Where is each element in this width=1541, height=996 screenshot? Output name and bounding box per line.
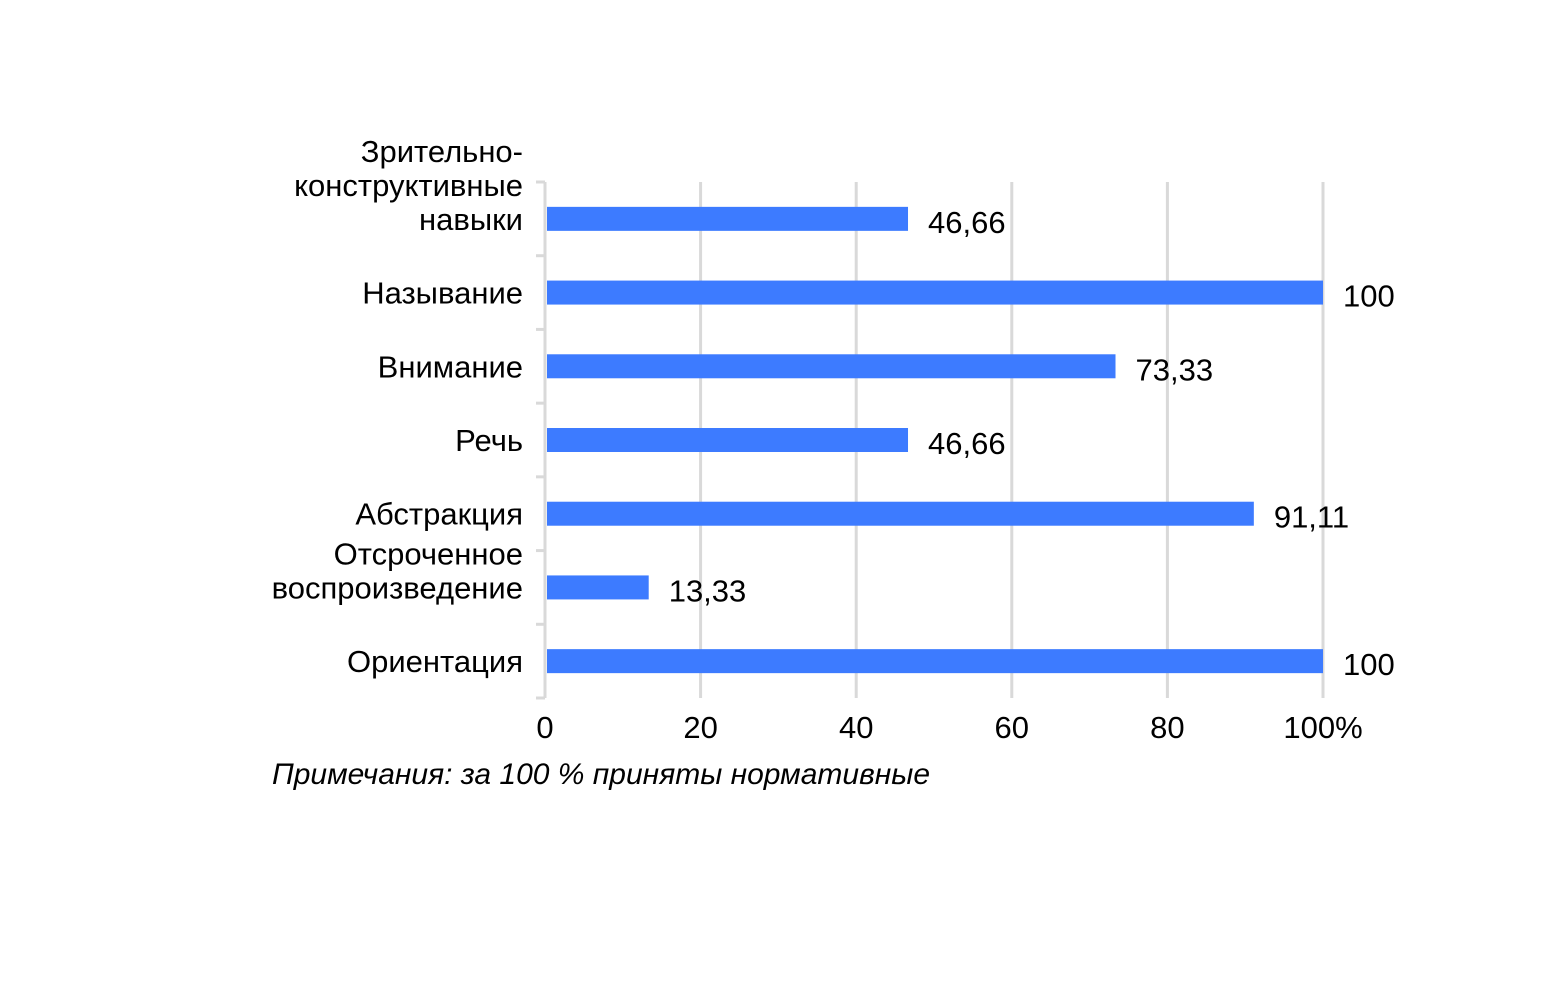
bar <box>547 575 649 600</box>
bar <box>547 649 1323 674</box>
data-label: 100 <box>1343 279 1395 314</box>
category-label: Абстракция <box>355 497 523 532</box>
chart-note: Примечания: за 100 % приняты нормативные <box>272 758 931 791</box>
category-label: Отсроченное <box>334 536 523 571</box>
category-label: конструктивные <box>294 168 523 203</box>
x-tick-label: 60 <box>995 710 1029 745</box>
x-tick-label: 40 <box>839 710 873 745</box>
category-label: Зрительно- <box>361 134 523 169</box>
x-tick-label: 100% <box>1283 710 1362 745</box>
data-label: 100 <box>1343 647 1395 682</box>
data-label: 73,33 <box>1136 352 1214 387</box>
category-label: Речь <box>455 423 523 458</box>
x-tick-label: 20 <box>683 710 717 745</box>
data-label: 91,11 <box>1274 500 1349 535</box>
bar <box>547 428 909 452</box>
bar <box>547 501 1254 526</box>
x-tick-label: 80 <box>1150 710 1184 745</box>
x-tick-label: 0 <box>536 710 553 745</box>
category-label: навыки <box>419 202 523 237</box>
category-label: Внимание <box>378 349 523 384</box>
data-label: 46,66 <box>928 205 1006 240</box>
data-label: 46,66 <box>928 426 1006 461</box>
category-label: Ориентация <box>347 644 523 679</box>
bar <box>547 280 1323 305</box>
category-label: воспроизведение <box>272 570 523 605</box>
data-label: 13,33 <box>669 573 747 608</box>
bar <box>547 354 1116 379</box>
category-label: Называние <box>362 276 523 311</box>
bar <box>547 206 909 231</box>
